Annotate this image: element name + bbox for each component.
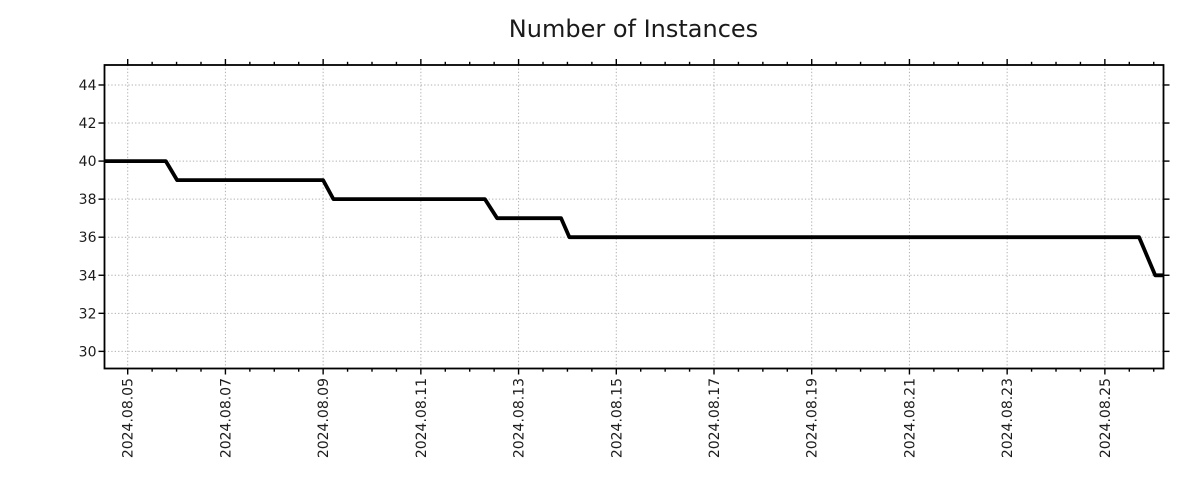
x-tick-label: 2024.08.25	[1098, 378, 1114, 458]
y-tick-label: 30	[79, 344, 97, 360]
y-tick-label: 44	[79, 78, 97, 94]
x-tick-label: 2024.08.23	[1000, 378, 1016, 458]
x-tick-label: 2024.08.05	[121, 378, 137, 458]
y-tick-label: 36	[79, 230, 97, 246]
x-tick-label: 2024.08.15	[609, 378, 625, 458]
y-tick-label: 38	[79, 192, 97, 208]
x-tick-label: 2024.08.13	[512, 378, 528, 458]
y-tick-label: 34	[79, 268, 97, 284]
x-tick-label: 2024.08.17	[707, 378, 723, 458]
instances-data-line	[104, 159, 1164, 278]
x-tick-label: 2024.08.07	[218, 378, 234, 458]
y-tick-label: 32	[79, 306, 97, 322]
x-tick-label: 2024.08.19	[805, 378, 821, 458]
x-tick-label: 2024.08.21	[902, 378, 918, 458]
x-tick-label: 2024.08.09	[316, 378, 332, 458]
plot-border	[103, 64, 1165, 370]
chart-title: Number of Instances	[508, 15, 759, 43]
x-tick-label: 2024.08.11	[414, 378, 430, 458]
y-tick-label: 40	[79, 154, 97, 170]
y-tick-label: 42	[79, 116, 97, 132]
